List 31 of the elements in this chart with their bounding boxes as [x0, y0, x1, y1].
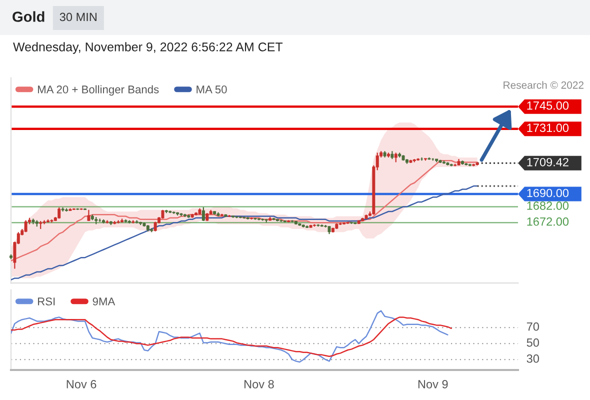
legend-label: MA 50 — [196, 86, 227, 94]
y-tick-label: 1672.00 — [527, 217, 569, 226]
chart-title: Gold — [12, 11, 44, 22]
chart-subtitle: Wednesday, November 9, 2022 6:56:22 AM CET — [13, 42, 283, 54]
y-tick-label: 1682.00 — [527, 202, 569, 210]
y-tick-label: 50 — [526, 338, 540, 347]
candlestick — [202, 206, 205, 222]
y-tick-label: 30 — [526, 354, 540, 363]
candlestick — [394, 152, 398, 163]
x-tick-label: Nov 6 — [66, 380, 96, 388]
line-series — [11, 160, 478, 262]
x-tick-label: Nov 8 — [244, 380, 274, 388]
candlestick — [290, 220, 294, 223]
candlestick — [154, 221, 157, 232]
x-tick-label: Nov 9 — [418, 380, 448, 388]
y-tick-label: 70 — [526, 322, 540, 331]
y-tick-label: 1745.00 — [527, 101, 569, 110]
y-tick-label: 1731.00 — [527, 124, 569, 132]
y-tick-label: 1709.42 — [527, 158, 568, 166]
line-series — [11, 185, 478, 280]
candlestick — [24, 220, 28, 233]
line-series — [11, 316, 452, 358]
line-series — [11, 310, 448, 363]
y-tick-label: 1690.00 — [527, 188, 569, 198]
candlestick — [106, 220, 109, 224]
legend-label: RSI — [38, 298, 55, 306]
candlestick — [58, 206, 61, 220]
text: 30 MIN — [60, 12, 96, 22]
annotation: Research © 2022 — [504, 81, 584, 89]
legend-label: MA 20 + Bollinger Bands — [38, 85, 159, 96]
legend-label: 9MA — [92, 298, 116, 306]
